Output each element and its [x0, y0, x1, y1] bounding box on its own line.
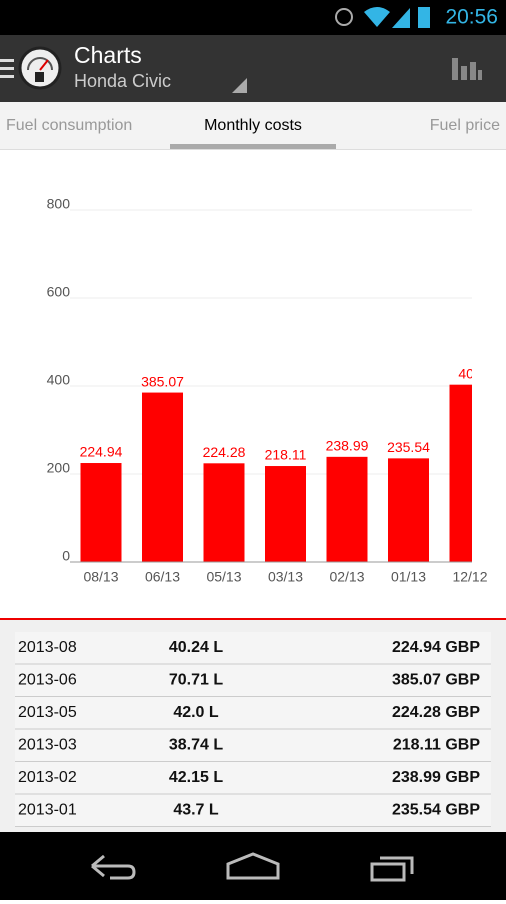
wifi-icon	[364, 7, 390, 27]
app-title: Charts	[74, 42, 142, 68]
table-row	[15, 762, 491, 794]
x-tick-label: 06/13	[145, 569, 180, 585]
bar	[142, 392, 183, 562]
cell-volume: 70.71 L	[169, 672, 223, 689]
bar	[388, 458, 429, 562]
bar	[449, 384, 472, 562]
cell-date: 2013-08	[18, 639, 77, 656]
data-label: 218.11	[265, 447, 307, 463]
tab-indicator	[170, 144, 336, 149]
cell-volume: 42.0 L	[173, 704, 219, 721]
data-label: 403	[458, 365, 482, 381]
bar	[203, 463, 245, 562]
x-tick-label: 02/13	[329, 569, 364, 585]
y-tick-label: 800	[47, 196, 71, 212]
app-icon[interactable]	[18, 46, 62, 90]
alarm-icon	[335, 8, 353, 26]
cell-cost: 218.11 GBP	[393, 737, 481, 754]
x-tick-label: 12/12	[452, 569, 487, 585]
y-tick-label: 400	[47, 372, 71, 388]
clock: 20:56	[445, 6, 498, 29]
bar	[265, 466, 306, 562]
status-bar	[0, 0, 506, 35]
cell-cost: 385.07 GBP	[392, 672, 480, 689]
table-row	[15, 794, 491, 827]
cell-date: 2013-05	[18, 704, 77, 721]
y-tick-label: 200	[47, 460, 71, 476]
battery-icon	[418, 7, 430, 28]
cell-date: 2013-01	[18, 802, 77, 819]
cell-volume: 38.74 L	[169, 737, 223, 754]
app-subtitle[interactable]: Honda Civic	[74, 71, 171, 91]
cell-volume: 43.7 L	[173, 802, 219, 819]
cell-cost: 224.94 GBP	[392, 639, 480, 656]
table-row	[15, 729, 491, 762]
data-label: 224.94	[80, 444, 123, 460]
tab[interactable]: Fuel price	[430, 117, 500, 134]
chart-icon[interactable]	[452, 58, 482, 80]
x-tick-label: 05/13	[206, 569, 241, 585]
spinner-arrow	[232, 78, 247, 93]
cell-date: 2013-06	[18, 672, 77, 689]
cell-cost: 238.99 GBP	[392, 769, 480, 786]
bar	[326, 456, 368, 562]
tab[interactable]: Fuel consumption	[6, 117, 132, 134]
recents-button[interactable]	[370, 856, 414, 882]
y-tick-label: 600	[47, 284, 71, 300]
menu-icon[interactable]	[0, 59, 14, 78]
cell-cost: 224.28 GBP	[392, 704, 480, 721]
tab-bar	[0, 102, 506, 150]
table-row	[15, 632, 491, 664]
plot: 224.94 385.07 224.28 218.11 238.99 235.54 403	[70, 209, 482, 562]
chart-area	[0, 150, 506, 619]
data-label: 224.28	[203, 444, 246, 460]
cell-cost: 235.54 GBP	[392, 802, 480, 819]
table: 2013-08 40.24 L 224.94 GBP 2013-06 70.71 L 38…	[15, 632, 491, 827]
action-bar	[0, 35, 506, 102]
x-tick-label: 03/13	[268, 569, 303, 585]
data-label: 235.54	[387, 439, 430, 455]
table-row	[15, 664, 491, 697]
tab-selected[interactable]: Monthly costs	[204, 117, 302, 134]
data-label: 238.99	[326, 438, 369, 454]
cell-date: 2013-02	[18, 769, 77, 786]
cell-volume: 40.24 L	[169, 639, 223, 656]
data-label: 385.07	[141, 373, 184, 389]
home-button[interactable]	[226, 852, 280, 880]
y-tick-label: 0	[62, 548, 70, 564]
divider	[0, 149, 506, 150]
x-tick-label: 08/13	[83, 569, 118, 585]
nav-bar	[0, 832, 506, 900]
cell-volume: 42.15 L	[169, 769, 223, 786]
bar	[80, 463, 122, 562]
table-row	[15, 697, 491, 729]
signal-icon	[392, 8, 410, 28]
x-tick-label: 01/13	[391, 569, 426, 585]
red-divider	[0, 618, 506, 620]
cell-date: 2013-03	[18, 737, 77, 754]
back-button[interactable]	[91, 854, 136, 880]
